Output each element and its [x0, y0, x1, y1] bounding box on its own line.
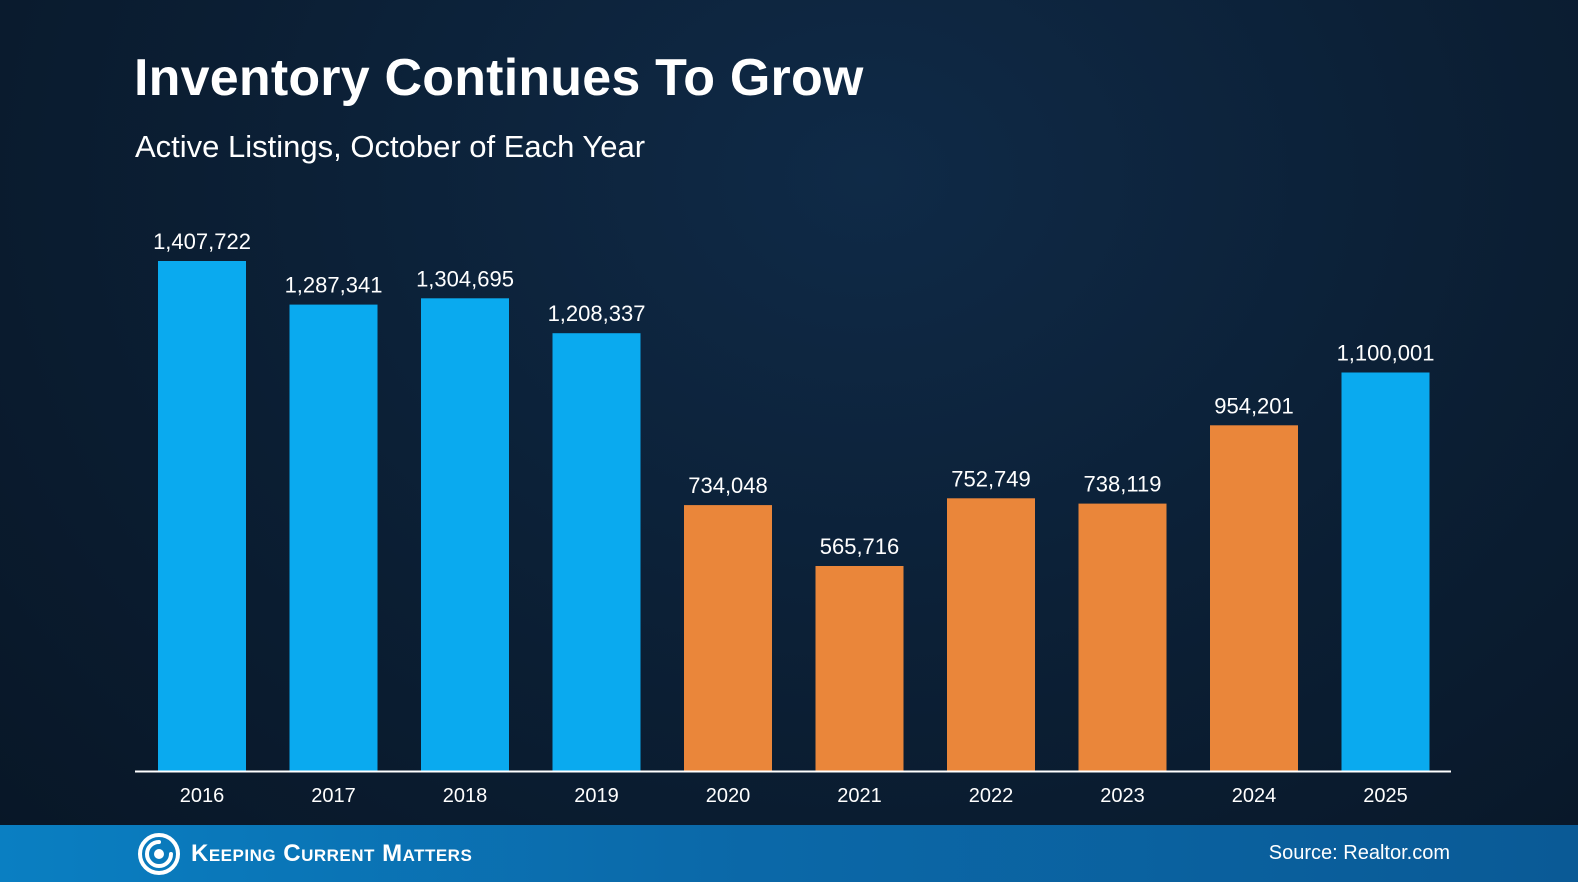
- source-credit: Source: Realtor.com: [1268, 842, 1450, 864]
- footer-bar: Keeping Current Matters Source: Realtor.…: [0, 825, 1578, 882]
- chart-title: Inventory Continues To Grow: [134, 49, 864, 107]
- bar-2025: [1341, 372, 1430, 771]
- x-tick-label-2016: 2016: [180, 785, 225, 807]
- bar-2016: [158, 261, 246, 771]
- x-tick-label-2018: 2018: [443, 785, 488, 807]
- value-label-2023: 738,119: [1084, 472, 1162, 497]
- chart-subtitle: Active Listings, October of Each Year: [135, 129, 646, 164]
- value-label-2021: 565,716: [820, 534, 900, 559]
- value-label-2017: 1,287,341: [285, 273, 383, 298]
- value-label-2016: 1,407,722: [153, 229, 251, 254]
- x-tick-label-2022: 2022: [969, 785, 1014, 807]
- bar-2024: [1210, 425, 1298, 771]
- bar-2022: [947, 498, 1035, 771]
- bars-layer: [158, 261, 1430, 771]
- x-tick-label-2023: 2023: [1100, 785, 1145, 807]
- kcm-swirl-logo-icon: [138, 833, 180, 875]
- logo[interactable]: Keeping Current Matters: [137, 831, 472, 877]
- x-tick-label-2024: 2024: [1232, 785, 1277, 807]
- x-tick-label-2025: 2025: [1363, 785, 1408, 807]
- bar-2018: [421, 298, 509, 771]
- value-label-2018: 1,304,695: [416, 266, 514, 291]
- x-tick-label-2017: 2017: [311, 785, 356, 807]
- value-labels-layer: 1,407,722 1,287,341 1,304,695 1,208,337 734,…: [153, 229, 1434, 559]
- value-label-2019: 1,208,337: [548, 301, 646, 326]
- value-label-2024: 954,201: [1214, 393, 1294, 418]
- bar-2023: [1078, 503, 1167, 771]
- x-tick-label-2021: 2021: [837, 785, 882, 807]
- value-label-2025: 1,100,001: [1337, 341, 1435, 366]
- x-tick-labels-layer: 2016 2017 2018 2019 2020 2021 2022 2023 2024 2025: [180, 785, 1408, 807]
- bar-2020: [684, 505, 772, 771]
- bar-2021: [815, 566, 904, 771]
- x-tick-label-2020: 2020: [706, 785, 751, 807]
- brand-name: Keeping Current Matters: [191, 840, 473, 867]
- bar-2019: [552, 333, 641, 771]
- value-label-2020: 734,048: [688, 473, 768, 498]
- x-tick-label-2019: 2019: [574, 785, 619, 807]
- bar-2017: [289, 304, 378, 771]
- bar-chart: 1,407,722 1,287,341 1,304,695 1,208,337 734,…: [135, 229, 1451, 807]
- value-label-2022: 752,749: [951, 466, 1031, 491]
